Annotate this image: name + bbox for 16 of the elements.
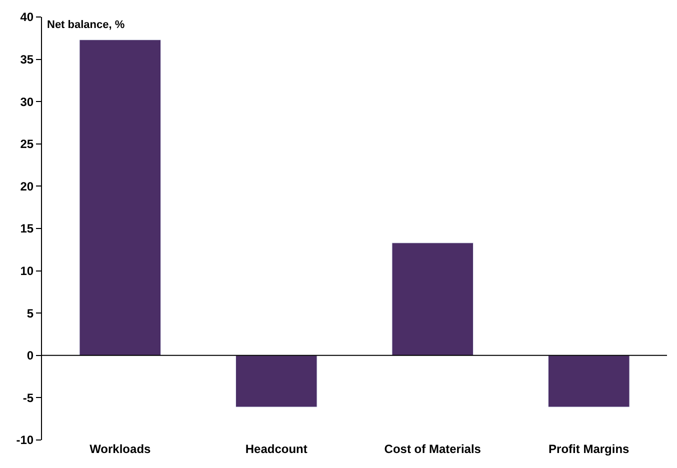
y-tick-label: 40 xyxy=(20,10,34,24)
y-tick-label: 35 xyxy=(20,52,34,66)
y-tick-label: 10 xyxy=(20,264,34,278)
x-tick-label: Cost of Materials xyxy=(384,442,482,456)
y-tick-label: 30 xyxy=(20,94,34,109)
y-axis-title: Net balance, % xyxy=(47,19,125,31)
y-tick-label: 5 xyxy=(26,306,34,320)
x-tick-label: Profit Margins xyxy=(548,442,630,456)
y-tick-label: 0 xyxy=(26,348,34,363)
x-tick-label: Workloads xyxy=(90,442,152,456)
y-tick-label: 20 xyxy=(20,179,34,194)
x-tick-label: Headcount xyxy=(245,442,308,456)
y-tick-label: 15 xyxy=(20,222,34,236)
y-tick-label: -5 xyxy=(22,390,34,405)
y-tick-label: 25 xyxy=(20,137,34,152)
y-tick-label: -10 xyxy=(16,433,34,448)
